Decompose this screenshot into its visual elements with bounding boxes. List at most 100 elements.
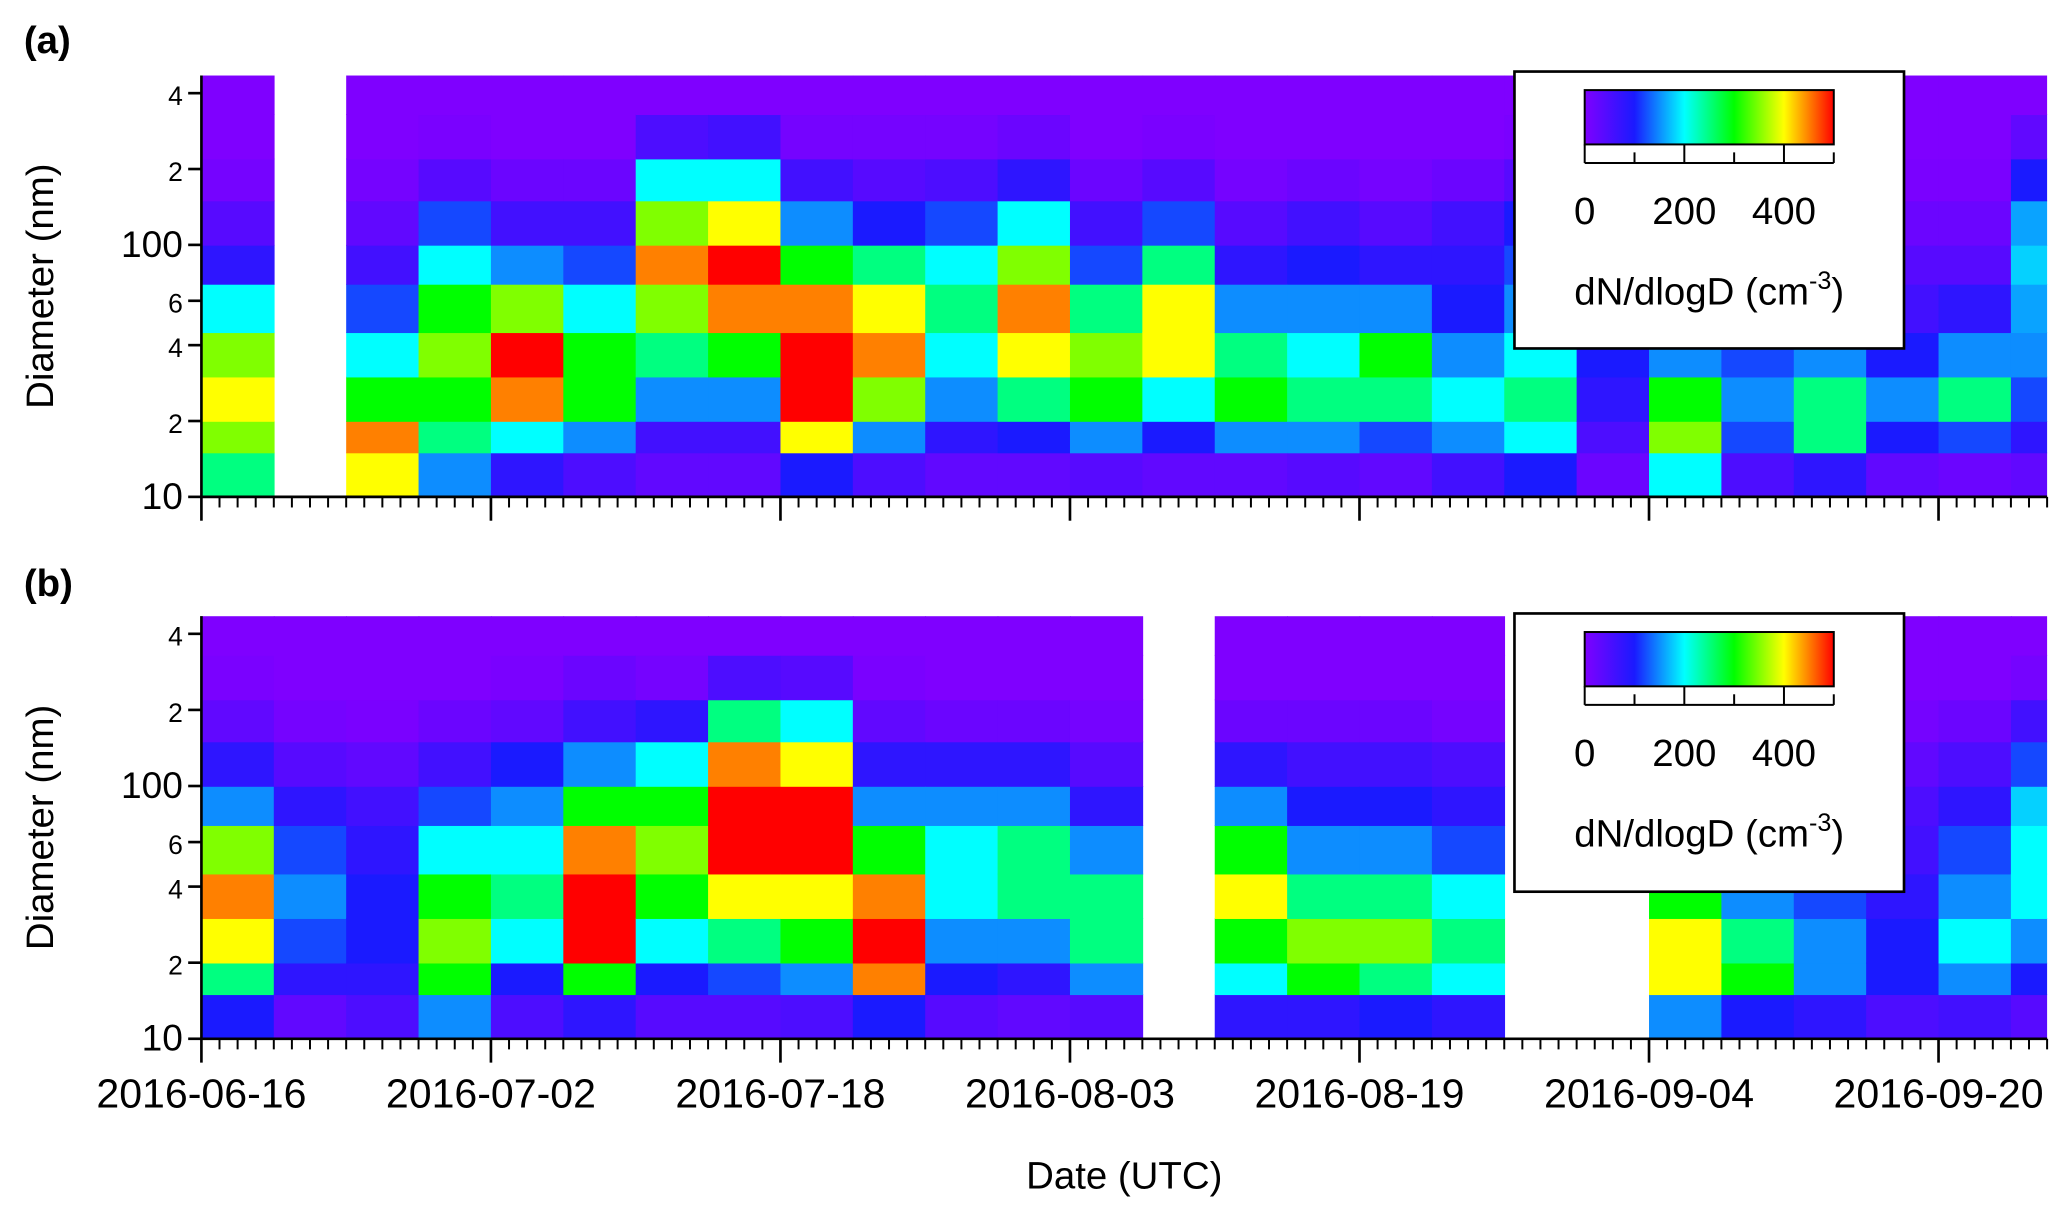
heat-cell [418, 741, 492, 787]
heat-cell [1431, 654, 1506, 701]
heat-cell [925, 376, 999, 422]
heat-cell [563, 825, 637, 875]
y-tick-label: 2 [168, 157, 183, 187]
panel-label: (b) [24, 562, 73, 605]
heat-cell [2010, 786, 2048, 826]
heatmap [201, 75, 2048, 497]
heat-cell [1214, 452, 1288, 497]
heat-cell [1431, 825, 1506, 875]
colorbar-label: dN/dlogD (cm-3) [1574, 267, 1844, 314]
heat-cell [1359, 332, 1433, 378]
heat-cell [201, 994, 275, 1039]
heat-cell [563, 918, 637, 964]
heat-cell [1142, 114, 1216, 160]
heat-cell [1359, 114, 1433, 160]
heat-cell [1431, 332, 1506, 378]
heat-cell [1069, 654, 1144, 701]
heat-cell [2010, 918, 2048, 964]
heat-cell [1069, 452, 1144, 497]
heat-cell [201, 332, 275, 378]
heat-cell [780, 452, 854, 497]
heat-cell [708, 244, 782, 285]
heat-cell [563, 114, 637, 160]
heat-cell [418, 158, 492, 202]
heat-cell [997, 741, 1071, 787]
heat-cell [708, 616, 782, 656]
heat-cell [273, 825, 347, 875]
heat-cell [2010, 376, 2048, 422]
heat-cell [1142, 376, 1216, 422]
y-tick-label: 10 [142, 475, 183, 517]
heat-cell [1431, 786, 1506, 826]
heat-cell [852, 332, 927, 378]
heat-cell [1721, 376, 1795, 422]
heat-cell [1287, 376, 1361, 422]
heat-cell [925, 75, 999, 116]
heat-cell [1287, 825, 1361, 875]
heat-cell [273, 616, 347, 656]
heat-cell [490, 244, 565, 285]
heat-cell [635, 452, 709, 497]
heat-cell [346, 75, 420, 116]
panel-label: (a) [24, 19, 71, 62]
heat-cell [708, 994, 782, 1039]
heat-cell [1359, 158, 1433, 202]
heat-cell [418, 962, 492, 996]
heat-cell [1359, 421, 1433, 454]
heat-cell [1431, 962, 1506, 996]
heat-cell [1431, 616, 1506, 656]
heat-cell [1938, 994, 2012, 1039]
heat-cell [1576, 421, 1650, 454]
heat-cell [1287, 283, 1361, 334]
heat-cell [635, 158, 709, 202]
heat-cell [1938, 654, 2012, 701]
heat-cell [780, 158, 854, 202]
heat-cell [852, 200, 927, 246]
heat-cell [780, 918, 854, 964]
heat-cell [490, 114, 565, 160]
heat-cell [201, 825, 275, 875]
heat-cell [1359, 994, 1433, 1039]
heat-cell [997, 332, 1071, 378]
heat-cell [1431, 75, 1506, 116]
heat-cell [852, 158, 927, 202]
x-tick-label: 2016-06-16 [96, 1071, 306, 1117]
heat-cell [1359, 200, 1433, 246]
heat-cell [1359, 962, 1433, 996]
heat-cell [635, 332, 709, 378]
heat-cell [852, 699, 927, 743]
y-tick-label: 100 [121, 764, 183, 806]
heat-cell [852, 421, 927, 454]
heat-cell [635, 873, 709, 919]
heat-cell [2010, 421, 2048, 454]
heat-cell [997, 283, 1071, 334]
heat-cell [490, 825, 565, 875]
colorbar [1583, 631, 1835, 688]
heat-cell [925, 452, 999, 497]
heat-cell [418, 200, 492, 246]
heat-cell [780, 376, 854, 422]
heat-cell [925, 158, 999, 202]
y-tick-label: 6 [168, 289, 183, 319]
heat-cell [997, 244, 1071, 285]
colorbar-label-text: dN/dlogD (cm [1574, 271, 1809, 314]
heat-cell [708, 918, 782, 964]
heat-cell [1649, 452, 1723, 497]
heat-cell [418, 244, 492, 285]
heat-cell [997, 376, 1071, 422]
heat-cell [1938, 962, 2012, 996]
heat-cell [1938, 376, 2012, 422]
heat-cell [1287, 699, 1361, 743]
heat-cell [418, 616, 492, 656]
colorbar-tick-label: 200 [1652, 732, 1716, 775]
heat-cell [1793, 918, 1867, 964]
heat-cell [1359, 654, 1433, 701]
heat-cell [635, 786, 709, 826]
heat-cell [997, 962, 1071, 996]
heat-cell [563, 699, 637, 743]
heat-cell [1938, 283, 2012, 334]
heat-cell [1214, 699, 1288, 743]
heat-cell [1359, 616, 1433, 656]
heat-cell [346, 741, 420, 787]
heat-cell [997, 994, 1071, 1039]
